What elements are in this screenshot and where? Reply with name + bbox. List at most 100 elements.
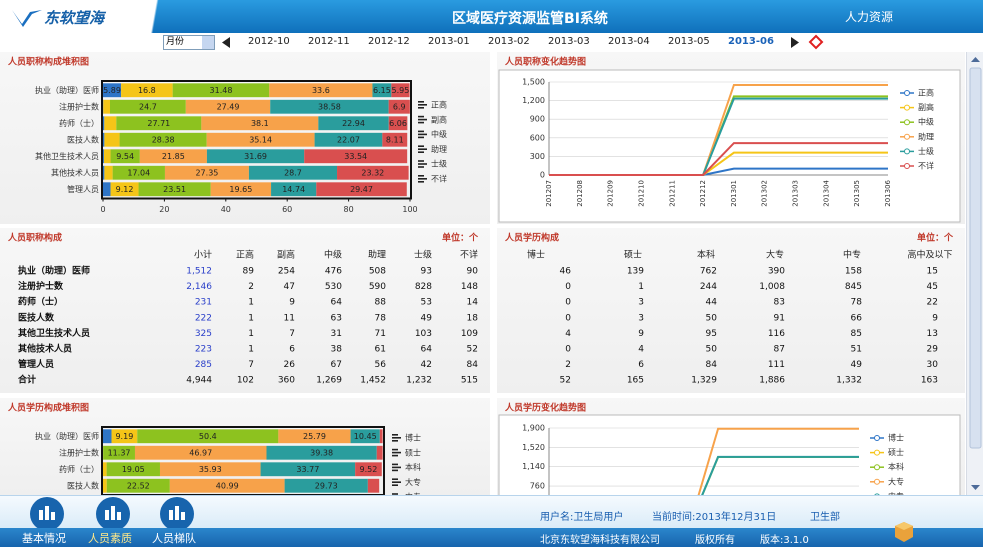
bar-segment xyxy=(106,462,160,477)
month-item[interactable]: 2013-02 xyxy=(488,36,530,47)
table-cell: 51 xyxy=(851,345,862,355)
reset-button[interactable] xyxy=(808,34,824,50)
segment-label: 21.85 xyxy=(162,152,185,161)
month-item[interactable]: 2013-06 xyxy=(728,36,774,47)
table-cell: 254 xyxy=(278,267,295,277)
month-item[interactable]: 2012-12 xyxy=(368,36,410,47)
toolbar: 月份 2012-10 2012-11 2012-12 2013-01 2013-02 20… xyxy=(0,33,983,52)
table-cell: 31 xyxy=(331,329,342,339)
table-cell: 285 xyxy=(195,360,212,370)
legend-marker xyxy=(904,90,910,96)
segment-label: 22.52 xyxy=(127,481,150,490)
table-cell: 93 xyxy=(421,267,432,277)
table-cell: 89 xyxy=(243,267,255,277)
category-label: 其他卫生技术人员 xyxy=(35,151,99,161)
segment-label: 9.54 xyxy=(116,152,134,161)
table-cell: 6 xyxy=(289,345,295,355)
legend-swatch xyxy=(418,118,427,121)
table-cell: 360 xyxy=(278,376,295,386)
panel-title: 人员学历构成堆积图 xyxy=(7,402,89,414)
table-cell: 83 xyxy=(774,298,785,308)
month-item[interactable]: 2013-01 xyxy=(428,36,470,47)
bar-segment xyxy=(139,149,207,164)
y-tick-label: 900 xyxy=(530,115,545,124)
bar-segment xyxy=(367,478,380,493)
segment-label: 39.38 xyxy=(310,448,333,457)
segment-label: 9.52 xyxy=(360,465,378,474)
legend-label: 中级 xyxy=(918,117,934,127)
category-label: 执业（助理）医师 xyxy=(35,85,99,95)
segment-label: 38.58 xyxy=(318,102,341,111)
table-cell: 45 xyxy=(927,282,938,292)
x-tick-label: 80 xyxy=(344,205,354,214)
x-tick-label: 201302 xyxy=(761,180,769,207)
version: 版本:3.1.0 xyxy=(760,535,809,546)
table-cell: 84 xyxy=(467,360,479,370)
tab-icons xyxy=(30,497,194,529)
table-cell: 1,452 xyxy=(360,376,386,386)
panel-title: 人员职称变化趋势图 xyxy=(504,56,586,68)
nav-tab[interactable]: 人员素质 xyxy=(88,532,132,545)
table-cell: 530 xyxy=(325,282,342,292)
panel: 人员职称变化趋势图 0 300 600 900 1,200 1,500 201207 20120… xyxy=(497,52,965,224)
row-label: 其他技术人员 xyxy=(18,343,72,355)
bar-segment xyxy=(314,132,383,147)
table-cell: 109 xyxy=(461,329,478,339)
segment-label: 27.71 xyxy=(147,119,170,128)
bar-segment xyxy=(137,429,279,444)
series-line xyxy=(549,142,888,176)
next-button[interactable] xyxy=(789,36,801,49)
table-cell: 85 xyxy=(851,329,862,339)
table-cell: 390 xyxy=(768,267,785,277)
nav-tab[interactable]: 人员梯队 xyxy=(152,532,196,545)
segment-label: 9.19 xyxy=(115,432,133,441)
bar-segment xyxy=(269,83,373,98)
bar-segment xyxy=(350,429,380,444)
table-cell: 2,146 xyxy=(186,282,212,292)
bar-segment xyxy=(103,132,105,147)
column-header: 中专 xyxy=(843,249,861,261)
legend-swatch xyxy=(392,493,398,495)
legend-swatch xyxy=(392,478,398,480)
table-cell: 44 xyxy=(706,298,718,308)
month-item[interactable]: 2013-05 xyxy=(668,36,710,47)
bar-segment xyxy=(110,149,140,164)
column-header: 高中及以下 xyxy=(907,249,952,261)
scrollbar[interactable] xyxy=(966,52,983,495)
month-item[interactable]: 2012-10 xyxy=(248,36,290,47)
nav-tab[interactable]: 基本情况 xyxy=(22,532,66,545)
bar-segment xyxy=(382,132,408,147)
column-header: 小计 xyxy=(194,249,212,261)
column-header: 助理 xyxy=(368,249,386,261)
x-tick-label: 201211 xyxy=(668,180,676,207)
period-select[interactable]: 月份 xyxy=(163,35,215,50)
month-item[interactable]: 2013-04 xyxy=(608,36,650,47)
table-cell: 165 xyxy=(627,376,644,386)
bar-segment xyxy=(159,462,261,477)
category-label: 注册护士数 xyxy=(59,101,99,111)
legend-label: 不详 xyxy=(431,174,447,184)
logo-icon xyxy=(12,10,42,27)
y-tick-label: 300 xyxy=(530,152,545,161)
month-item[interactable]: 2013-03 xyxy=(548,36,590,47)
legend-swatch xyxy=(418,166,424,168)
category-label: 医技人数 xyxy=(67,134,99,144)
legend-swatch xyxy=(418,104,427,106)
y-tick-label: 600 xyxy=(530,133,545,142)
legend-label: 助理 xyxy=(431,144,447,154)
prev-button[interactable] xyxy=(220,36,232,49)
table-cell: 52 xyxy=(560,376,571,386)
table-cell: 325 xyxy=(195,329,212,339)
bar-segment xyxy=(138,182,211,197)
category-label: 药师（士） xyxy=(59,464,99,474)
app-title: 区域医疗资源监管BI系统 xyxy=(452,11,608,27)
table-cell: 158 xyxy=(845,267,862,277)
month-item[interactable]: 2012-11 xyxy=(308,36,350,47)
table-cell: 0 xyxy=(565,345,571,355)
legend-swatch xyxy=(418,115,424,118)
table-cell: 1 xyxy=(248,329,254,339)
table-cell: 828 xyxy=(415,282,432,292)
logo-text: 东软望海 xyxy=(44,9,105,27)
